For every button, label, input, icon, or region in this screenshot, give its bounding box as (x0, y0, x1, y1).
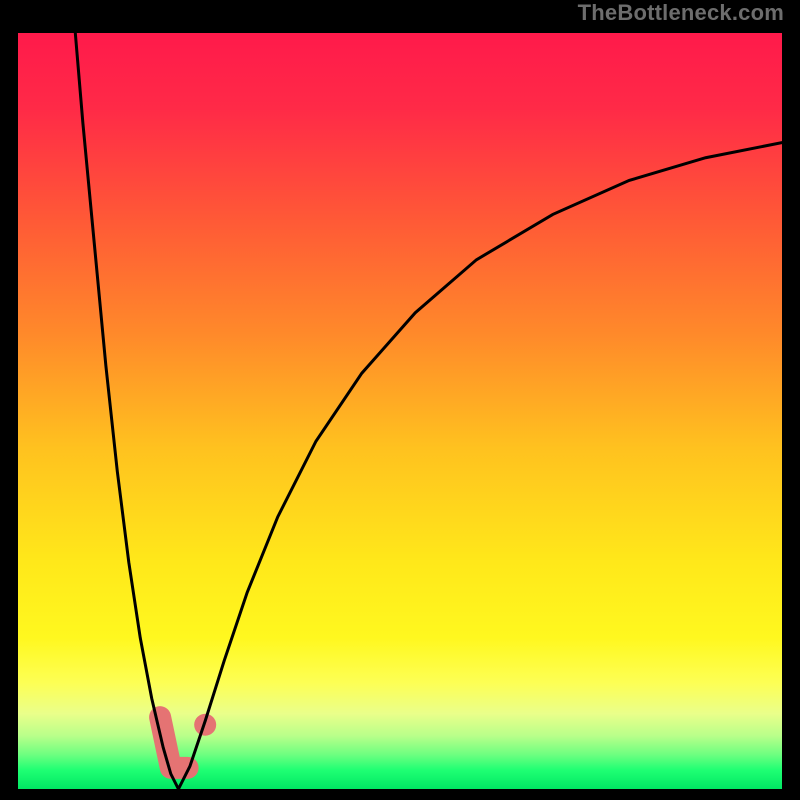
stage: TheBottleneck.com (0, 0, 800, 800)
watermark-text: TheBottleneck.com (578, 0, 784, 26)
plot-svg (18, 33, 782, 789)
gradient-bg (18, 33, 782, 789)
plot-area (18, 33, 782, 789)
